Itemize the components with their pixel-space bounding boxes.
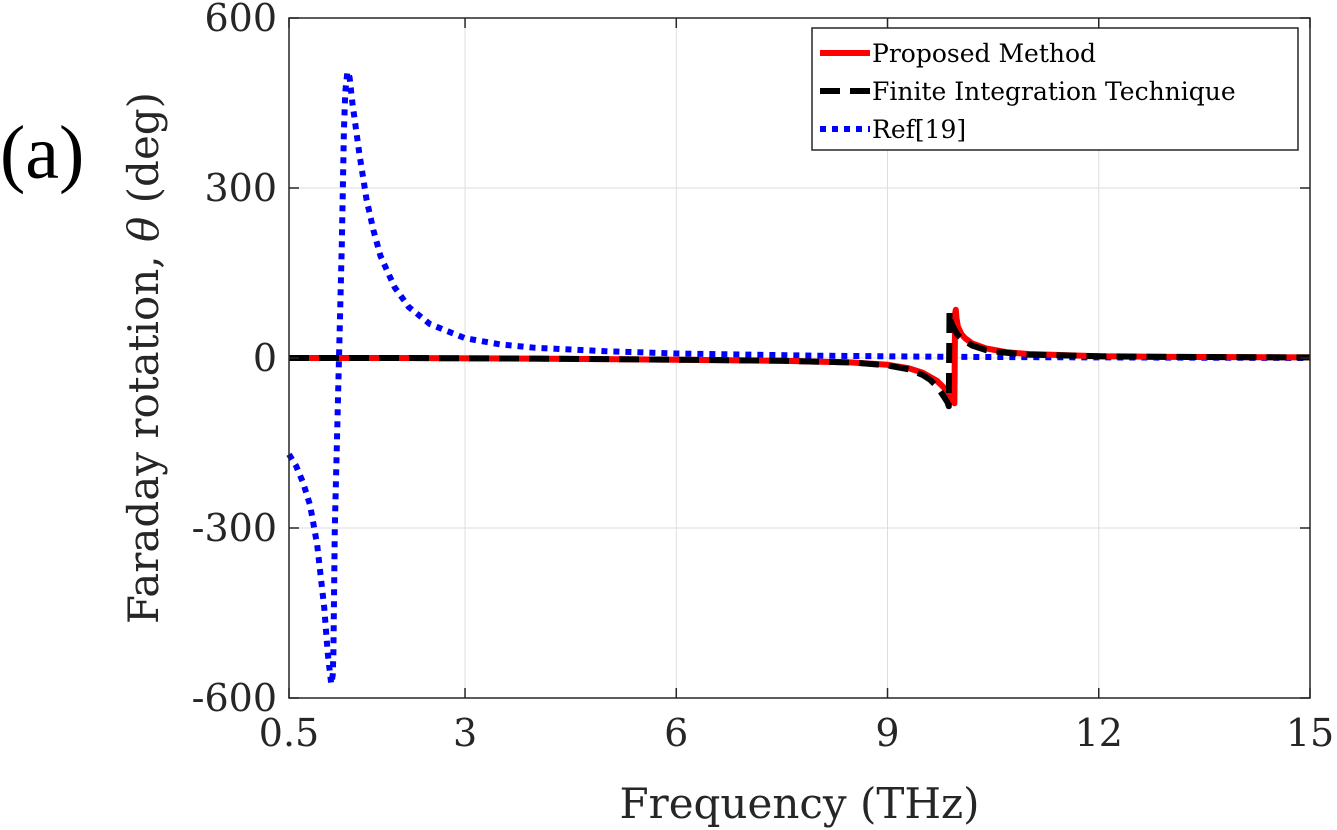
series-group (286, 68, 1311, 687)
y-tick-label: -300 (192, 506, 277, 550)
y-tick-label: 0 (253, 336, 277, 380)
x-tick-label: 3 (453, 711, 477, 755)
legend-label: Ref[19] (872, 115, 966, 144)
x-tick-label: 6 (664, 711, 688, 755)
x-tick-label: 0.5 (259, 711, 319, 755)
series-line-2 (289, 308, 1311, 410)
legend-box (811, 27, 1299, 151)
y-tick-label: 300 (204, 166, 277, 210)
x-tick-label: 12 (1075, 711, 1123, 755)
y-tick-label: 600 (204, 0, 277, 40)
y-axis-label-prefix: Faraday rotation, (119, 255, 168, 624)
legend: Proposed Method Finite Integration Techni… (811, 27, 1299, 151)
y-axis-label-unit: (deg) (119, 92, 168, 203)
x-tick-label: 9 (875, 711, 899, 755)
legend-label: Finite Integration Technique (872, 77, 1236, 106)
x-tick-label: 15 (1286, 711, 1334, 755)
series-line-3 (286, 68, 1311, 687)
panel-label: (a) (0, 111, 84, 195)
y-tick-label: -600 (192, 676, 277, 720)
y-axis-label-symbol: θ (119, 217, 168, 242)
legend-label: Proposed Method (872, 39, 1096, 68)
axis-ticks: 0.5 3 6 9 12 15 -600 -300 0 300 600 (192, 0, 1335, 755)
y-axis-label: Faraday rotation, θ (deg) (119, 92, 168, 624)
x-axis-label: Frequency (THz) (619, 779, 979, 828)
